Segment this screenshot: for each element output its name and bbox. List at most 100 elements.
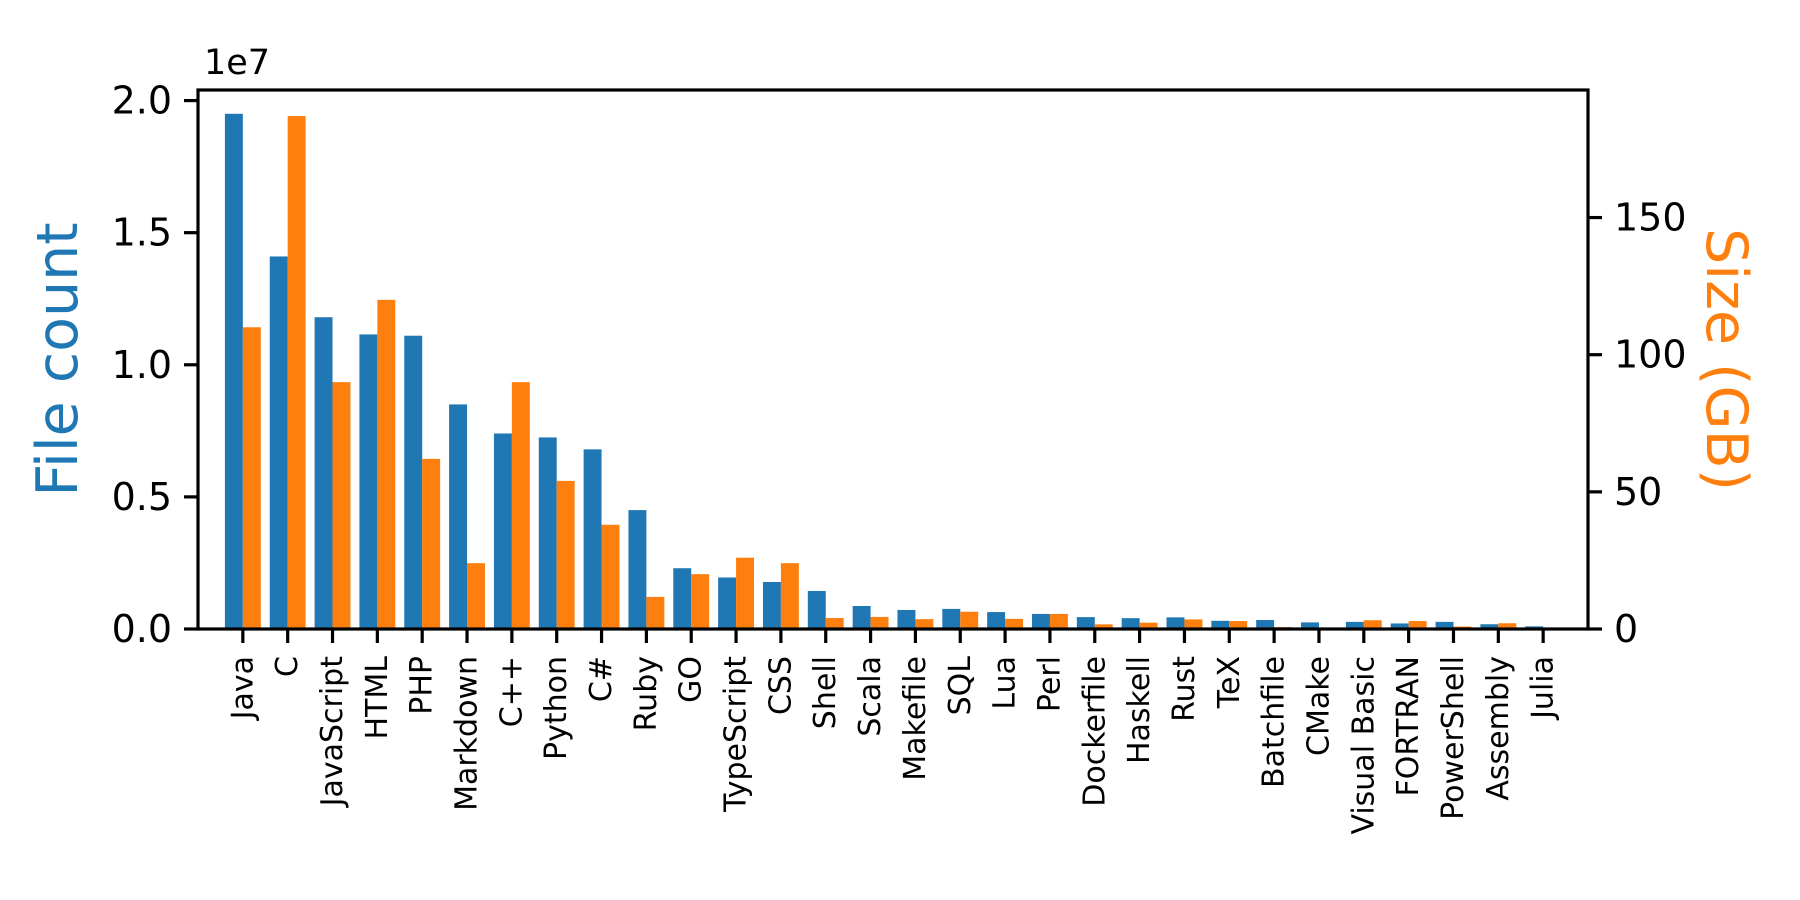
x-axis-tick-label-tex: TeX — [1212, 656, 1247, 709]
bar-file-count-lua — [987, 612, 1006, 629]
bar-file-count-assembly — [1480, 624, 1499, 629]
x-axis-tick-label-rust: Rust — [1167, 656, 1202, 722]
bar-file-count-rust — [1166, 617, 1185, 629]
bar-file-count-visual-basic — [1345, 621, 1364, 629]
bar-file-count-markdown — [449, 404, 468, 629]
bar-file-count-powershell — [1435, 621, 1454, 629]
bar-size-gb-ruby — [646, 596, 665, 629]
bar-size-gb-c — [287, 116, 306, 629]
right-axis-title: Size (GB) — [1693, 228, 1759, 491]
bar-size-gb-html — [377, 299, 396, 629]
x-axis-tick-label-fortran: FORTRAN — [1391, 656, 1426, 796]
bar-file-count-javascript — [314, 317, 333, 629]
bar-size-gb-rust — [1184, 619, 1203, 629]
x-axis-tick-label-javascript: JavaScript — [315, 656, 350, 809]
bar-size-gb-shell — [825, 618, 844, 629]
bar-file-count-perl — [1032, 613, 1050, 629]
x-axis-tick-label-c: C — [270, 656, 305, 677]
bar-size-gb-javascript — [332, 382, 351, 629]
axes-frame — [196, 88, 1590, 631]
bar-size-gb-visual-basic — [1363, 620, 1382, 629]
x-axis-tick-label-haskell: Haskell — [1122, 656, 1157, 764]
bar-file-count-php — [404, 335, 423, 629]
x-axis-tick-label-typescript: TypeScript — [719, 656, 754, 813]
x-axis-tick-label-shell: Shell — [808, 656, 843, 729]
bar-size-gb-lua — [1005, 618, 1024, 629]
bar-file-count-fortran — [1390, 623, 1409, 629]
bar-size-gb-scala — [870, 616, 889, 629]
left-axis-tick-label: 0.5 — [112, 475, 172, 519]
x-axis-tick-label-java: Java — [225, 656, 260, 721]
bar-size-gb-makefile — [915, 619, 934, 629]
bar-file-count-tex — [1211, 620, 1230, 629]
x-axis-tick-label-php: PHP — [405, 656, 440, 715]
bar-size-gb-css — [780, 563, 799, 629]
bar-size-gb-c — [601, 524, 620, 629]
bar-file-count-sql — [942, 608, 961, 629]
x-axis-tick-label-markdown: Markdown — [450, 656, 485, 811]
x-axis-tick-label-assembly: Assembly — [1481, 656, 1516, 801]
bar-file-count-python — [538, 437, 557, 629]
bar-file-count-css — [762, 581, 781, 629]
x-axis-tick-label-dockerfile: Dockerfile — [1077, 656, 1112, 807]
x-axis-tick-label-sql: SQL — [943, 656, 978, 716]
left-axis-tick-label: 1.5 — [112, 211, 172, 255]
x-axis-tick-label-makefile: Makefile — [898, 656, 933, 781]
x-axis-tick-label-visual-basic: Visual Basic — [1346, 656, 1381, 835]
bar-size-gb-markdown — [467, 563, 485, 629]
x-axis-tick-label-html: HTML — [360, 656, 395, 740]
bar-file-count-shell — [807, 590, 826, 629]
x-axis-tick-label-cmake: CMake — [1301, 656, 1336, 756]
bar-size-gb-c — [511, 382, 530, 629]
bar-file-count-ruby — [628, 510, 647, 629]
right-axis-tick-label: 150 — [1614, 196, 1687, 240]
left-axis-tick-label: 0.0 — [112, 607, 172, 651]
right-axis-tick-label: 50 — [1614, 470, 1662, 514]
x-axis-tick-label-c: C++ — [494, 656, 529, 727]
bar-file-count-java — [224, 113, 243, 629]
left-axis-title: File count — [25, 222, 91, 496]
bar-size-gb-typescript — [736, 557, 754, 629]
bar-file-count-dockerfile — [1076, 617, 1095, 629]
bar-size-gb-fortran — [1408, 621, 1427, 629]
bar-file-count-typescript — [718, 577, 737, 629]
bar-size-gb-haskell — [1139, 622, 1158, 629]
bar-file-count-go — [673, 568, 692, 629]
bar-file-count-cmake — [1301, 622, 1319, 629]
x-axis-tick-label-python: Python — [539, 656, 574, 760]
x-axis-tick-label-scala: Scala — [853, 656, 888, 737]
bar-file-count-scala — [852, 606, 871, 629]
bar-size-gb-perl — [1049, 613, 1068, 629]
left-axis-offset-label: 1e7 — [204, 43, 270, 83]
right-axis-tick-label: 100 — [1614, 333, 1687, 377]
left-axis-tick-label: 2.0 — [112, 79, 172, 123]
x-axis-tick-label-powershell: PowerShell — [1436, 656, 1471, 820]
bar-size-gb-java — [242, 327, 261, 629]
bar-size-gb-tex — [1229, 621, 1248, 629]
bar-file-count-haskell — [1121, 618, 1140, 629]
x-axis-tick-label-go: GO — [674, 656, 709, 703]
bar-size-gb-dockerfile — [1094, 624, 1113, 629]
x-axis-tick-label-perl: Perl — [1032, 656, 1067, 712]
bar-size-gb-assembly — [1498, 623, 1517, 629]
x-axis-tick-label-lua: Lua — [988, 656, 1023, 710]
bar-file-count-c — [493, 433, 512, 629]
x-axis-tick-label-c: C# — [584, 656, 619, 702]
bar-size-gb-go — [691, 574, 710, 629]
x-axis-tick-label-batchfile: Batchfile — [1257, 656, 1292, 788]
bar-size-gb-sql — [960, 611, 979, 629]
x-axis-tick-label-julia: Julia — [1526, 656, 1561, 721]
bar-size-gb-python — [556, 480, 575, 629]
bar-file-count-html — [359, 334, 378, 629]
right-axis-tick-label: 0 — [1614, 607, 1638, 651]
bar-file-count-makefile — [897, 609, 916, 629]
bar-file-count-c — [583, 449, 602, 629]
bar-file-count-batchfile — [1256, 620, 1275, 629]
x-axis-tick-label-css: CSS — [763, 656, 798, 715]
bar-file-count-c — [269, 256, 288, 629]
x-axis-tick-label-ruby: Ruby — [629, 656, 664, 731]
bar-size-gb-php — [422, 458, 441, 629]
left-axis-tick-label: 1.0 — [112, 343, 172, 387]
